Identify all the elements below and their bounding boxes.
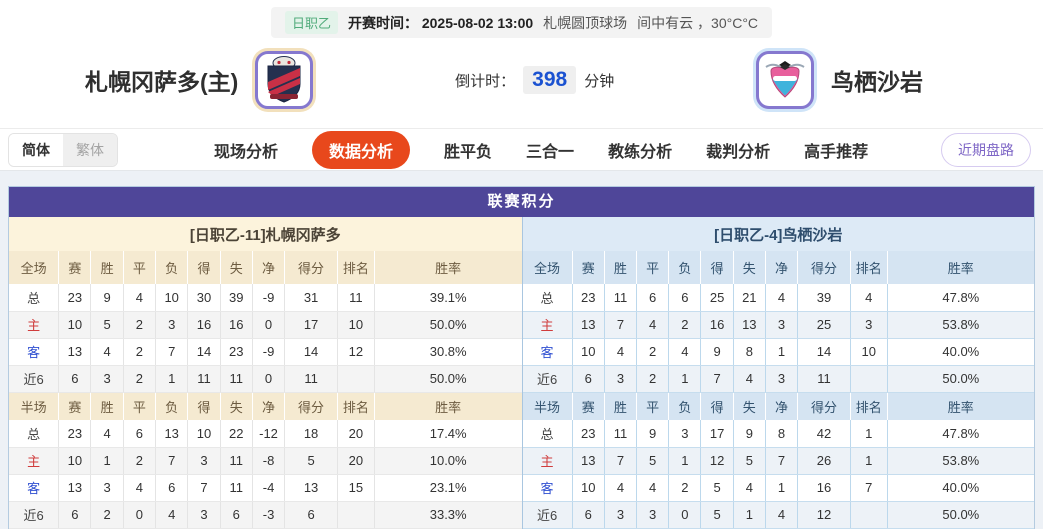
- analysis-tabs: 现场分析 数据分析 胜平负 三合一 教练分析 裁判分析 高手推荐: [214, 130, 941, 169]
- home-crest-icon: [267, 56, 301, 103]
- home-team-block: 札幌冈萨多(主): [85, 48, 317, 112]
- column-header-row: 全场赛胜平负得失净得分 排名 胜率: [522, 251, 1034, 284]
- table-row: 近6 6 2 0 4 3 6 -3 6 33.3%: [9, 501, 522, 529]
- teams-header: 札幌冈萨多(主) 倒计时： 398 分钟: [0, 38, 1043, 128]
- away-team-block: 鸟栖沙岩: [753, 48, 923, 112]
- away-stats-table: [日职乙-4]鸟栖沙岩 全场赛胜平负得失净得分 排名 胜率总 23 11 6 6 25 21 4 39…: [521, 217, 1034, 529]
- recent-handicap-button[interactable]: 近期盘路: [941, 132, 1031, 167]
- lang-traditional[interactable]: 繁体: [63, 133, 117, 166]
- table-row: 总 23 9 4 10 30 39 -9 31 11 39.1%: [9, 284, 522, 312]
- table-row: 客 13 3 4 6 7 11 -4 13 15 23.1%: [9, 474, 522, 502]
- table-row: 总 23 4 6 13 10 22 -12 18 20 17.4%: [9, 420, 522, 448]
- row-label: 近6: [522, 501, 573, 529]
- table-row: 近6 6 3 2 1 7 4 3 11 50.0%: [522, 365, 1034, 393]
- row-label: 主: [522, 447, 573, 475]
- team-section-header: [日职乙-11]札幌冈萨多: [9, 217, 522, 251]
- table-row: 近6 6 3 3 0 5 1 4 12 50.0%: [522, 501, 1034, 529]
- row-label: 近6: [522, 365, 573, 393]
- tab-3[interactable]: 胜平负: [444, 143, 493, 161]
- tab-bar: 简体 繁体 现场分析 数据分析 胜平负 三合一 教练分析 裁判分析 高手推荐 近期盘路: [0, 128, 1043, 171]
- row-label: 总: [522, 420, 573, 448]
- row-label: 客: [9, 474, 60, 502]
- row-label: 主: [9, 447, 60, 475]
- countdown: 倒计时： 398 分钟: [455, 66, 614, 94]
- match-info-box: 日职乙 开赛时间： 2025-08-02 13:00 札幌圆顶球场 间中有云 ，…: [270, 7, 773, 38]
- row-label: 近6: [9, 365, 60, 393]
- league-badge: 日职乙: [284, 11, 338, 34]
- table-row: 总 23 11 9 3 17 9 8 42 1 47.8%: [522, 420, 1034, 448]
- table-row: 主 10 5 2 3 16 16 0 17 10 50.0%: [9, 311, 522, 339]
- countdown-value: 398: [523, 66, 577, 94]
- table-row: 客 10 4 2 4 9 8 1 14 10 40.0%: [522, 338, 1034, 366]
- countdown-label: 倒计时：: [455, 72, 516, 90]
- away-team-logo: [753, 48, 817, 112]
- tab-7[interactable]: 高手推荐: [804, 143, 869, 161]
- column-header-row: 半场赛胜平负得失净得分 排名 胜率: [522, 392, 1034, 420]
- away-crest-icon: [765, 61, 805, 98]
- column-header-row: 半场赛胜平负得失净得分 排名 胜率: [9, 392, 522, 420]
- table-row: 主 13 7 4 2 16 13 3 25 3 53.8%: [522, 311, 1034, 339]
- weather: 间中有云 ，30°C°C: [637, 14, 759, 31]
- table-row: 客 13 4 2 7 14 23 -9 14 12 30.8%: [9, 338, 522, 366]
- tab-2[interactable]: 数据分析: [312, 130, 411, 169]
- table-row: 近6 6 3 2 1 11 11 0 11 50.0%: [9, 365, 522, 393]
- tab-4[interactable]: 三合一: [526, 143, 575, 161]
- table-row: 主 10 1 2 7 3 11 -8 5 20 10.0%: [9, 447, 522, 475]
- column-header-row: 全场赛胜平负得失净得分 排名 胜率: [9, 251, 522, 284]
- row-label: 总: [522, 284, 573, 312]
- table-title: 联赛积分: [9, 187, 1034, 217]
- countdown-unit: 分钟: [584, 72, 615, 90]
- row-label: 主: [9, 311, 60, 339]
- away-team-name: 鸟栖沙岩: [831, 69, 923, 95]
- row-label: 客: [522, 338, 573, 366]
- home-team-name: 札幌冈萨多(主): [85, 69, 239, 95]
- table-row: 客 10 4 4 2 5 4 1 16 7 40.0%: [522, 474, 1034, 502]
- row-label: 客: [522, 474, 573, 502]
- venue: 札幌圆顶球场: [543, 14, 628, 31]
- row-label: 客: [9, 338, 60, 366]
- kickoff-label: 开赛时间：: [347, 14, 418, 31]
- lang-simplified[interactable]: 简体: [9, 133, 63, 166]
- row-label: 主: [522, 311, 573, 339]
- home-stats-table: [日职乙-11]札幌冈萨多 全场赛胜平负得失净得分 排名 胜率总 23 9 4 10 30 39-…: [9, 217, 522, 529]
- tab-5[interactable]: 教练分析: [608, 143, 673, 161]
- match-info-bar: 日职乙 开赛时间： 2025-08-02 13:00 札幌圆顶球场 间中有云 ，…: [0, 0, 1043, 38]
- table-row: 主 13 7 5 1 12 5 7 26 1 53.8%: [522, 447, 1034, 475]
- row-label: 总: [9, 284, 60, 312]
- language-toggle: 简体 繁体: [8, 132, 118, 167]
- tab-6[interactable]: 裁判分析: [706, 143, 771, 161]
- tab-1[interactable]: 现场分析: [214, 143, 279, 161]
- table-zone: 联赛积分 [日职乙-11]札幌冈萨多 全场赛胜平负得失净得分 排名 胜率总 23 9 4 10…: [0, 171, 1043, 529]
- row-label: 近6: [9, 501, 60, 529]
- kickoff-time: 2025-08-02 13:00: [421, 14, 534, 31]
- league-points-table: 联赛积分 [日职乙-11]札幌冈萨多 全场赛胜平负得失净得分 排名 胜率总 23 9 4 10…: [8, 186, 1035, 529]
- team-section-header: [日职乙-4]鸟栖沙岩: [522, 217, 1034, 251]
- home-team-logo: [252, 48, 317, 112]
- table-row: 总 23 11 6 6 25 21 4 39 4 47.8%: [522, 284, 1034, 312]
- row-label: 总: [9, 420, 60, 448]
